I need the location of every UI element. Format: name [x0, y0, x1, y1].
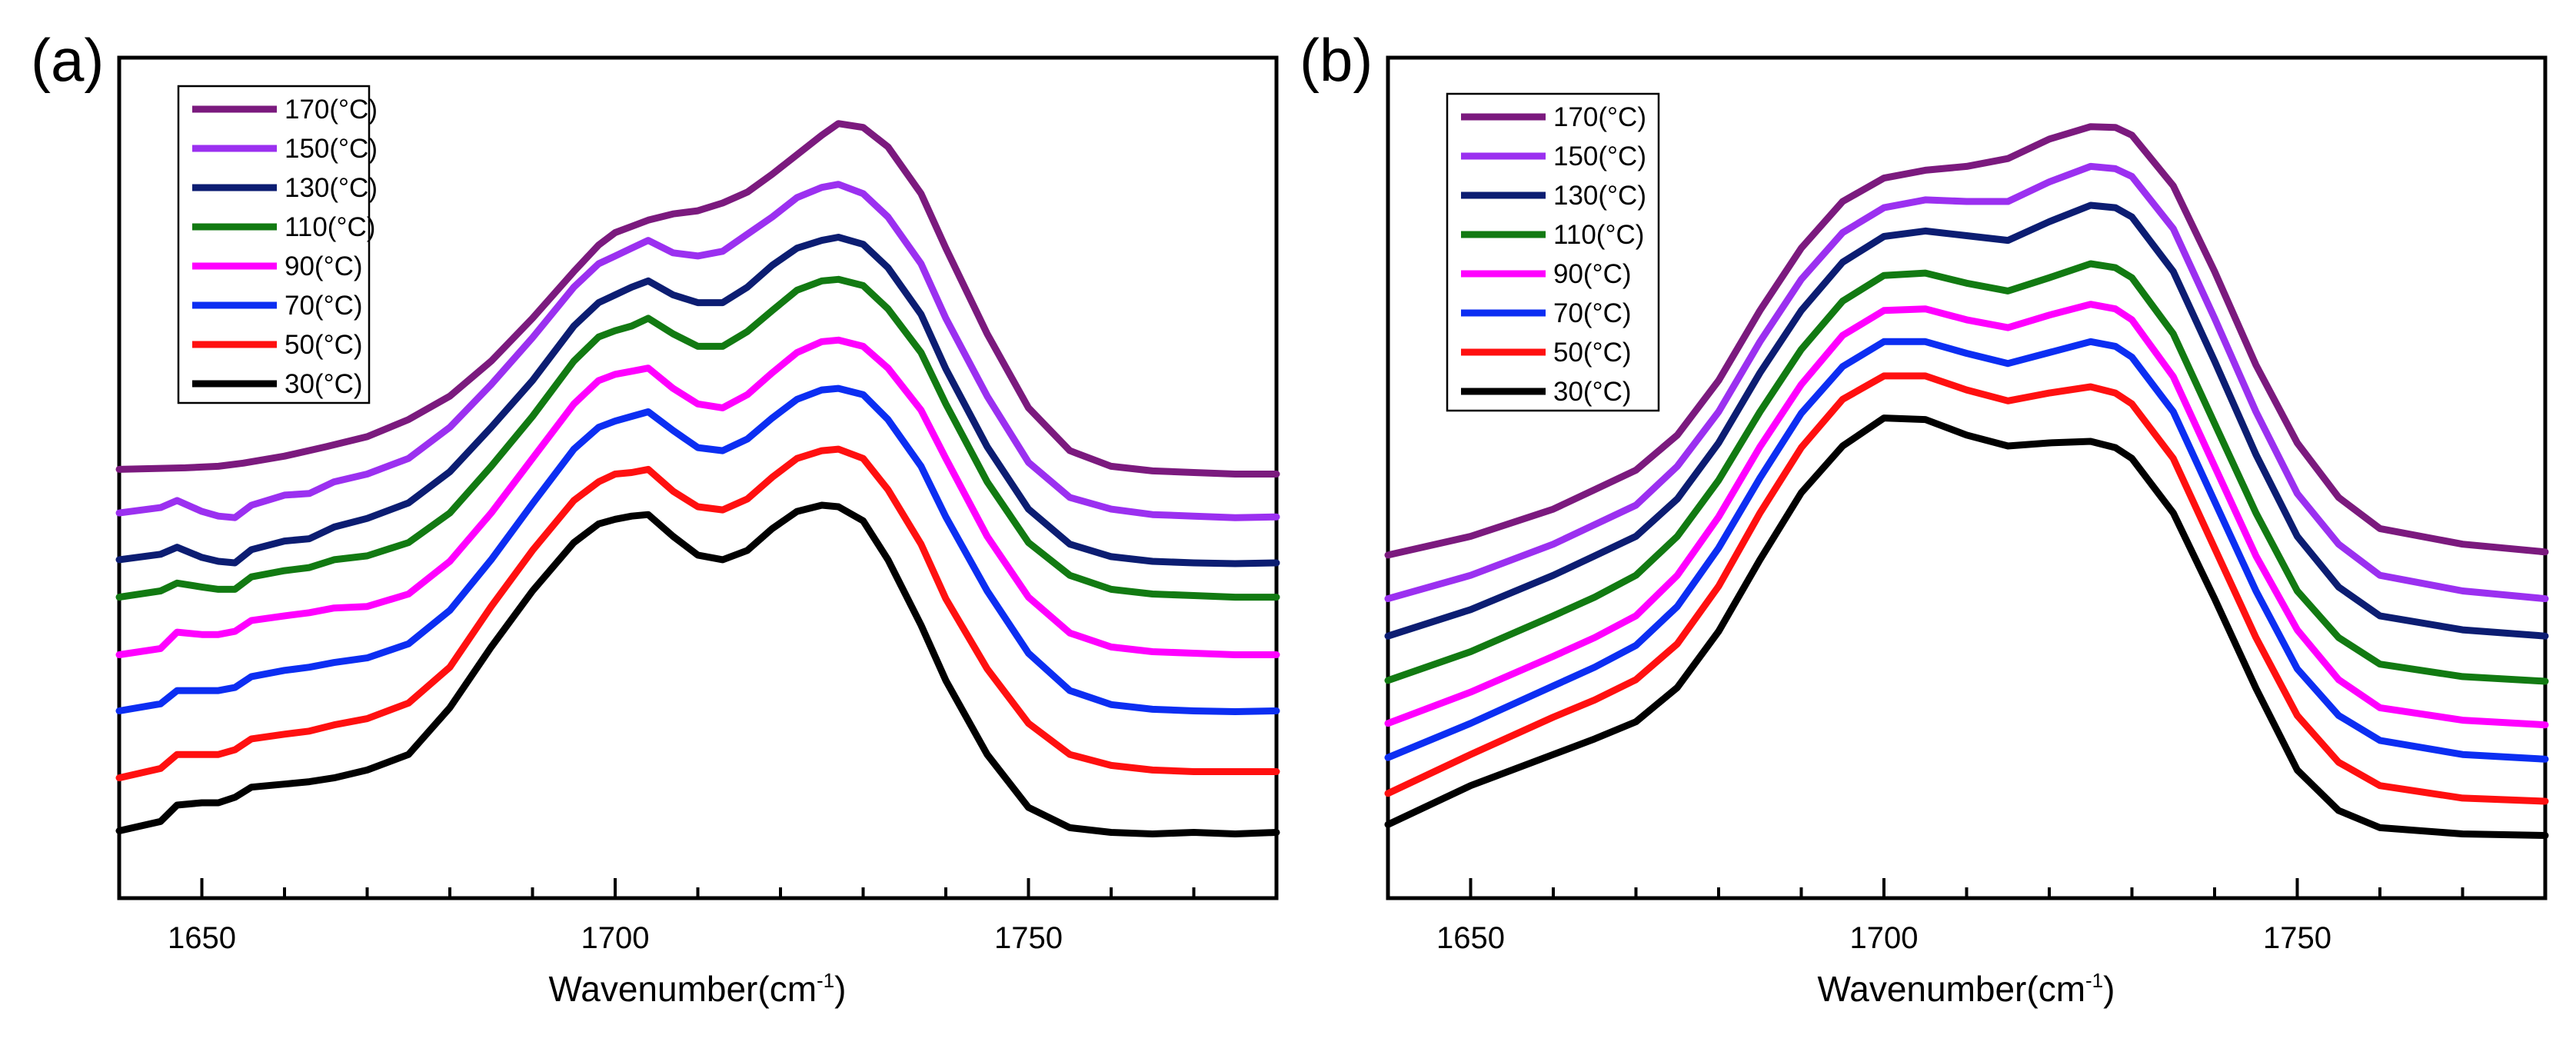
legend-label-170c: 170(°C): [1553, 102, 1646, 132]
legend-box-b: [1446, 92, 1660, 412]
legend-box-a: [177, 85, 371, 404]
series-line-70c: [115, 384, 1280, 715]
legend-label-130c: 130(°C): [1553, 181, 1646, 211]
series-line-90c: [1384, 301, 2549, 729]
panel-b: (b) 1650 1700 1750 Wavenumber(cm-1) 170(°C…: [1300, 26, 2549, 1009]
legend-label-50c: 50(°C): [1553, 338, 1632, 368]
x-tick-label-1700: 1700: [1850, 921, 1919, 955]
legend-b: 170(°C) 150(°C) 130(°C) 110(°C) 90(°C) 70(°C)…: [1446, 92, 1660, 412]
series-line-30c: [1384, 414, 2549, 839]
legend-label-30c: 30(°C): [1553, 377, 1632, 407]
series-line-130c: [1384, 201, 2549, 640]
legend-label-150c: 150(°C): [285, 134, 378, 164]
legend-label-110c: 110(°C): [1553, 220, 1644, 250]
series-line-170c: [115, 120, 1280, 478]
series-line-90c: [115, 336, 1280, 658]
legend-label-70c: 70(°C): [285, 291, 363, 321]
legend-label-90c: 90(°C): [1553, 259, 1632, 289]
legend-label-50c: 50(°C): [285, 330, 363, 360]
series-line-70c: [1384, 338, 2549, 763]
legend-label-30c: 30(°C): [285, 369, 363, 399]
tick-layer-b: 1650 1700 1750: [1386, 878, 2547, 955]
series-line-130c: [115, 234, 1280, 567]
x-tick-label-1650: 1650: [168, 921, 236, 955]
series-layer-b: [1384, 123, 2549, 839]
legend-label-170c: 170(°C): [285, 95, 378, 125]
series-line-50c: [1384, 372, 2549, 805]
series-line-150c: [115, 181, 1280, 521]
series-line-170c: [1384, 123, 2549, 559]
panel-label-b: (b): [1300, 26, 1373, 94]
legend-a: 170(°C) 150(°C) 130(°C) 110(°C) 90(°C) 70(°C)…: [177, 85, 378, 404]
legend-label-70c: 70(°C): [1553, 298, 1632, 328]
series-line-50c: [115, 445, 1280, 782]
x-tick-label-1750: 1750: [2263, 921, 2331, 955]
legend-label-110c: 110(°C): [285, 212, 375, 242]
series-line-110c: [115, 275, 1280, 601]
legend-label-150c: 150(°C): [1553, 141, 1646, 171]
x-tick-label-1750: 1750: [994, 921, 1063, 955]
series-line-110c: [1384, 260, 2549, 685]
tick-layer-a: 1650 1700 1750: [118, 878, 1278, 955]
series-line-150c: [1384, 162, 2549, 603]
series-line-30c: [115, 501, 1280, 837]
x-axis-label-b: Wavenumber(cm-1): [1818, 969, 2115, 1009]
legend-label-130c: 130(°C): [285, 173, 378, 203]
x-tick-label-1650: 1650: [1436, 921, 1505, 955]
panel-label-a: (a): [31, 26, 104, 94]
x-tick-label-1700: 1700: [581, 921, 650, 955]
x-axis-label-a: Wavenumber(cm-1): [549, 969, 847, 1009]
legend-label-90c: 90(°C): [285, 251, 363, 281]
series-layer-a: [115, 120, 1280, 837]
panel-a: (a) 1650 1700 1750 Wavenumber(cm-1) 170(°C…: [31, 26, 1280, 1009]
